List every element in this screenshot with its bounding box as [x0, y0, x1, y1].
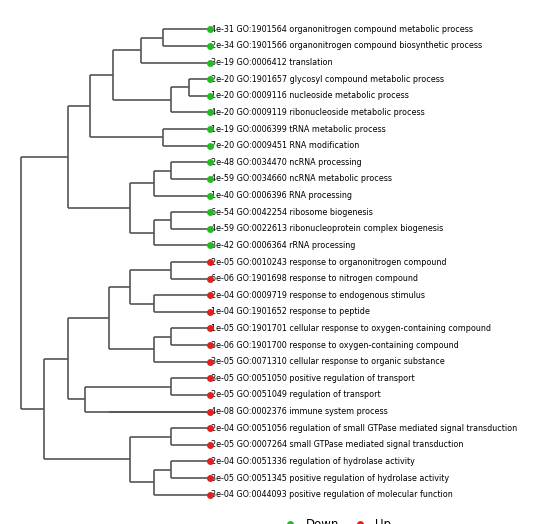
Point	[206, 208, 214, 216]
Point	[206, 258, 214, 266]
Point	[206, 441, 214, 449]
Text: 2e-05 GO:0010243 response to organonitrogen compound: 2e-05 GO:0010243 response to organonitro…	[211, 257, 447, 267]
Point	[206, 125, 214, 133]
Text: 1e-19 GO:0006399 tRNA metabolic process: 1e-19 GO:0006399 tRNA metabolic process	[211, 125, 386, 134]
Point	[206, 191, 214, 200]
Text: 3e-05 GO:0071310 cellular response to organic substance: 3e-05 GO:0071310 cellular response to or…	[211, 357, 445, 366]
Text: 6e-06 GO:1901698 response to nitrogen compound: 6e-06 GO:1901698 response to nitrogen co…	[211, 274, 418, 283]
Text: 4e-59 GO:0034660 ncRNA metabolic process: 4e-59 GO:0034660 ncRNA metabolic process	[211, 174, 392, 183]
Text: 3e-19 GO:0006412 translation: 3e-19 GO:0006412 translation	[211, 58, 333, 67]
Point	[206, 241, 214, 249]
Point	[206, 408, 214, 416]
Point	[206, 108, 214, 116]
Text: 4e-08 GO:0002376 immune system process: 4e-08 GO:0002376 immune system process	[211, 407, 388, 416]
Text: 3e-06 GO:1901700 response to oxygen-containing compound: 3e-06 GO:1901700 response to oxygen-cont…	[211, 341, 459, 350]
Point	[206, 42, 214, 50]
Text: 3e-04 GO:0044093 positive regulation of molecular function: 3e-04 GO:0044093 positive regulation of …	[211, 490, 453, 499]
Text: 2e-05 GO:0051049 regulation of transport: 2e-05 GO:0051049 regulation of transport	[211, 390, 381, 399]
Point	[206, 92, 214, 100]
Text: 4e-31 GO:1901564 organonitrogen compound metabolic process: 4e-31 GO:1901564 organonitrogen compound…	[211, 25, 473, 34]
Text: 8e-05 GO:0051050 positive regulation of transport: 8e-05 GO:0051050 positive regulation of …	[211, 374, 415, 383]
Text: 2e-34 GO:1901566 organonitrogen compound biosynthetic process: 2e-34 GO:1901566 organonitrogen compound…	[211, 41, 482, 50]
Point	[206, 25, 214, 34]
Point	[206, 225, 214, 233]
Text: 1e-04 GO:1901652 response to peptide: 1e-04 GO:1901652 response to peptide	[211, 308, 370, 316]
Text: 4e-59 GO:0022613 ribonucleoprotein complex biogenesis: 4e-59 GO:0022613 ribonucleoprotein compl…	[211, 224, 444, 233]
Point	[206, 474, 214, 482]
Text: 3e-05 GO:0051345 positive regulation of hydrolase activity: 3e-05 GO:0051345 positive regulation of …	[211, 474, 449, 483]
Point	[206, 174, 214, 183]
Legend: Down, Up: Down, Up	[274, 514, 396, 524]
Text: 4e-20 GO:0009119 ribonucleoside metabolic process: 4e-20 GO:0009119 ribonucleoside metaboli…	[211, 108, 425, 117]
Point	[206, 341, 214, 350]
Text: 1e-05 GO:1901701 cellular response to oxygen-containing compound: 1e-05 GO:1901701 cellular response to ox…	[211, 324, 491, 333]
Text: 2e-05 GO:0007264 small GTPase mediated signal transduction: 2e-05 GO:0007264 small GTPase mediated s…	[211, 440, 464, 450]
Text: 7e-20 GO:0009451 RNA modification: 7e-20 GO:0009451 RNA modification	[211, 141, 360, 150]
Point	[206, 374, 214, 383]
Point	[206, 308, 214, 316]
Text: 2e-48 GO:0034470 ncRNA processing: 2e-48 GO:0034470 ncRNA processing	[211, 158, 362, 167]
Text: 2e-04 GO:0051056 regulation of small GTPase mediated signal transduction: 2e-04 GO:0051056 regulation of small GTP…	[211, 424, 517, 433]
Text: 2e-04 GO:0051336 regulation of hydrolase activity: 2e-04 GO:0051336 regulation of hydrolase…	[211, 457, 415, 466]
Text: 1e-20 GO:0009116 nucleoside metabolic process: 1e-20 GO:0009116 nucleoside metabolic pr…	[211, 91, 409, 100]
Point	[206, 75, 214, 83]
Text: 2e-04 GO:0009719 response to endogenous stimulus: 2e-04 GO:0009719 response to endogenous …	[211, 291, 425, 300]
Text: 2e-20 GO:1901657 glycosyl compound metabolic process: 2e-20 GO:1901657 glycosyl compound metab…	[211, 74, 444, 84]
Point	[206, 490, 214, 499]
Point	[206, 457, 214, 466]
Point	[206, 424, 214, 432]
Point	[206, 275, 214, 283]
Text: 1e-40 GO:0006396 RNA processing: 1e-40 GO:0006396 RNA processing	[211, 191, 352, 200]
Point	[206, 357, 214, 366]
Point	[206, 141, 214, 150]
Point	[206, 391, 214, 399]
Point	[206, 158, 214, 167]
Point	[206, 324, 214, 333]
Point	[206, 58, 214, 67]
Text: 3e-42 GO:0006364 rRNA processing: 3e-42 GO:0006364 rRNA processing	[211, 241, 356, 250]
Text: 6e-54 GO:0042254 ribosome biogenesis: 6e-54 GO:0042254 ribosome biogenesis	[211, 208, 373, 216]
Point	[206, 291, 214, 299]
